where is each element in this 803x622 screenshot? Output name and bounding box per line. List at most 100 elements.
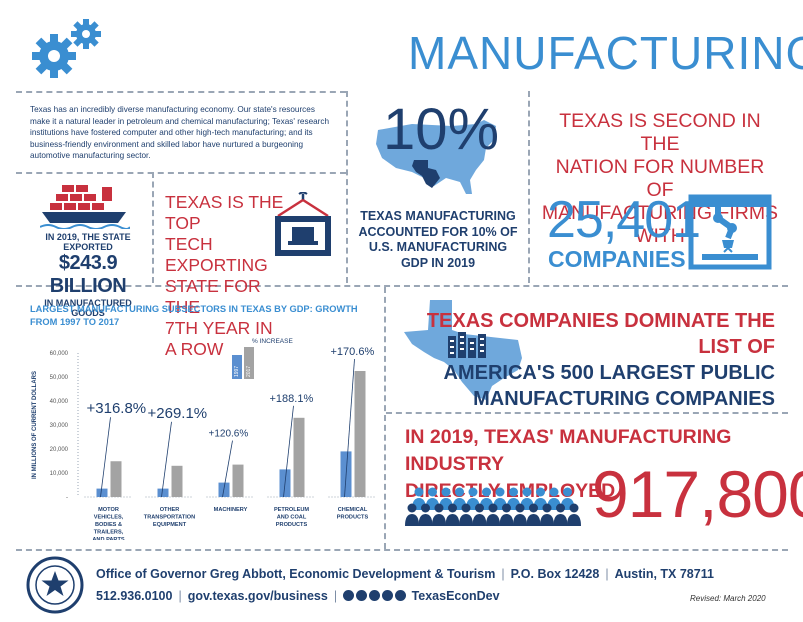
- legend-title: % INCREASE: [252, 338, 293, 345]
- gears-icon: [32, 19, 101, 78]
- category-label: PETROLEUM: [274, 507, 309, 513]
- employment-line1: IN 2019, TEXAS' MANUFACTURING INDUSTRY: [405, 426, 732, 475]
- state-seal-logo: [26, 556, 84, 614]
- increase-label: +269.1%: [148, 405, 208, 422]
- category-label: OTHER: [160, 507, 180, 513]
- divider: [16, 91, 346, 93]
- gdp-share-text: TEXAS MANUFACTURING ACCOUNTED FOR 10% OF…: [358, 209, 518, 271]
- legend-swatch-1997: [232, 355, 242, 379]
- person-body: [486, 514, 500, 526]
- y-tick-label: 60,000: [50, 351, 69, 357]
- subsector-bar-chart: IN MILLIONS OF CURRENT DOLLARS 60,000 50,0…: [32, 338, 377, 540]
- person-head: [495, 487, 505, 497]
- person-head: [428, 487, 437, 497]
- y-tick-label: 30,000: [50, 423, 69, 429]
- increase-label: +170.6%: [331, 346, 375, 358]
- bar-2017-4: [354, 371, 366, 497]
- y-tick-label: 20,000: [50, 447, 69, 453]
- twitter-icon[interactable]: [343, 590, 355, 601]
- bar-2017-0: [110, 461, 122, 497]
- y-tick-label: 50,000: [50, 375, 69, 381]
- divider: [528, 91, 530, 283]
- y-tick-label: 10,000: [50, 471, 69, 477]
- pointer-line: [100, 417, 111, 498]
- legend-label-2017: 2017: [246, 366, 252, 377]
- person-head: [509, 487, 518, 497]
- facebook-icon[interactable]: [356, 590, 368, 601]
- exports-stat: IN 2019, THE STATE EXPORTED $243.9 BILLI…: [28, 232, 148, 318]
- divider: [386, 412, 788, 414]
- robotic-arm-icon: [688, 194, 772, 270]
- person-head: [475, 503, 484, 513]
- intro-paragraph: Texas has an incredibly diverse manufact…: [30, 105, 330, 161]
- person-head: [421, 503, 430, 513]
- legend-swatch-2017: [244, 347, 254, 379]
- fortune-500-stat: TEXAS COMPANIES DOMINATE THE LIST OF AME…: [420, 308, 775, 412]
- instagram-icon[interactable]: [382, 590, 394, 601]
- person-body: [513, 514, 527, 526]
- person-head: [569, 503, 579, 513]
- us-map-icon: [376, 120, 496, 194]
- person-body: [553, 514, 568, 526]
- pointer-line: [283, 405, 294, 498]
- workers-crowd-icon: [405, 487, 581, 526]
- gdp-line: U.S. MANUFACTURING: [368, 240, 508, 254]
- person-body: [499, 514, 514, 526]
- exports-line3: IN MANUFACTURED GOODS: [44, 298, 132, 318]
- person-head: [461, 503, 471, 513]
- person-body: [526, 514, 541, 526]
- legend-label-1997: 1997: [234, 366, 240, 377]
- footer-city: Austin, TX 78711: [614, 567, 714, 581]
- person-head: [515, 503, 525, 513]
- employment-number: 917,800: [592, 457, 803, 531]
- person-head: [542, 503, 552, 513]
- pointer-line: [161, 421, 172, 498]
- page-title: MANUFACTURING: [408, 27, 803, 79]
- texas-map-icon: [404, 300, 522, 400]
- category-label: CHEMICAL: [338, 507, 368, 513]
- divider: [346, 91, 348, 283]
- fortune-blue1: AMERICA'S 500 LARGEST PUBLIC: [443, 362, 775, 384]
- category-label: MOTOR: [98, 507, 119, 513]
- person-head: [414, 487, 424, 497]
- gdp-line: ACCOUNTED FOR 10% OF: [358, 224, 518, 239]
- exports-amount: $243.9 BILLION: [49, 252, 127, 297]
- fortune-blue2: MANUFACTURING COMPANIES: [473, 388, 775, 410]
- linkedin-icon[interactable]: [369, 590, 381, 601]
- person-head: [529, 503, 538, 513]
- person-head: [434, 503, 444, 513]
- person-head: [549, 487, 559, 497]
- employment-heading: IN 2019, TEXAS' MANUFACTURING INDUSTRY D…: [405, 424, 785, 505]
- category-label: EQUIPMENT: [153, 522, 187, 528]
- tech-line: TECH EXPORTING: [165, 234, 268, 275]
- y-axis-label: IN MILLIONS OF CURRENT DOLLARS: [32, 371, 38, 479]
- person-body: [405, 514, 419, 526]
- divider: [384, 287, 386, 549]
- footer-social-handle[interactable]: TexasEconDev: [411, 589, 500, 603]
- firms-line: NATION FOR NUMBER OF: [555, 156, 765, 201]
- person-head: [536, 487, 545, 497]
- person-body: [472, 514, 487, 526]
- youtube-icon[interactable]: [395, 590, 407, 601]
- gdp-line: GDP IN 2019: [400, 255, 476, 270]
- person-head: [482, 487, 491, 497]
- person-head: [488, 503, 498, 513]
- category-label: AND PARTS: [92, 537, 124, 540]
- cargo-ship-icon: [40, 185, 130, 229]
- category-label: TRAILERS,: [94, 530, 124, 536]
- person-body: [418, 514, 433, 526]
- divider: [16, 285, 788, 287]
- increase-label: +188.1%: [270, 393, 314, 405]
- footer-website-link[interactable]: gov.texas.gov/business: [187, 589, 328, 603]
- person-body: [432, 514, 446, 526]
- footer-contact: 512.936.0100 | gov.texas.gov/business | Tex…: [96, 589, 500, 603]
- person-head: [522, 487, 532, 497]
- footer-address: Office of Governor Greg Abbott, Economic…: [96, 567, 714, 581]
- person-body: [459, 514, 473, 526]
- y-tick-label: -: [66, 495, 68, 501]
- y-tick-label: 40,000: [50, 399, 69, 405]
- person-head: [563, 487, 572, 497]
- tech-line: STATE FOR THE: [165, 276, 261, 317]
- category-label: MACHINERY: [214, 507, 248, 513]
- footer-phone: 512.936.0100: [96, 589, 173, 603]
